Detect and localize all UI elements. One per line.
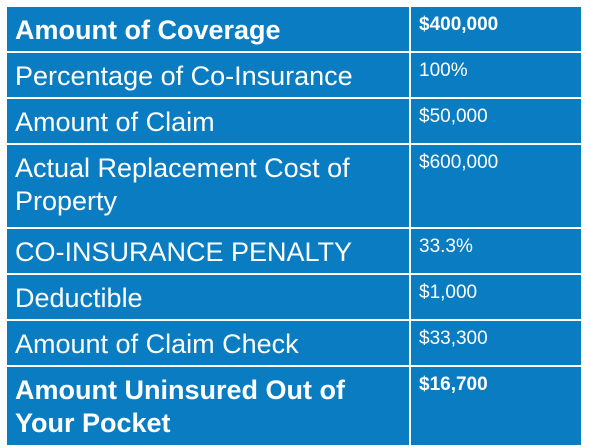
row-value: $33,300 <box>411 321 581 365</box>
table-row-percentage-co-insurance: Percentage of Co-Insurance 100% <box>7 53 581 97</box>
row-value: $1,000 <box>411 275 581 319</box>
coverage-table: Amount of Coverage $400,000 Percentage o… <box>5 5 583 447</box>
table-row-co-insurance-penalty: CO-INSURANCE PENALTY 33.3% <box>7 229 581 273</box>
row-label: CO-INSURANCE PENALTY <box>7 229 409 273</box>
table-row-amount-uninsured: Amount Uninsured Out of Your Pocket $16,… <box>7 367 581 445</box>
row-value: $400,000 <box>411 7 581 51</box>
table-row-replacement-cost: Actual Replacement Cost of Property $600… <box>7 145 581 227</box>
coverage-table-container: Amount of Coverage $400,000 Percentage o… <box>5 5 583 445</box>
row-label: Percentage of Co-Insurance <box>7 53 409 97</box>
row-label: Actual Replacement Cost of Property <box>7 145 409 227</box>
row-label: Amount of Claim <box>7 99 409 143</box>
row-value: 33.3% <box>411 229 581 273</box>
row-label: Deductible <box>7 275 409 319</box>
table-row-claim-check: Amount of Claim Check $33,300 <box>7 321 581 365</box>
row-value: $50,000 <box>411 99 581 143</box>
table-row-amount-of-claim: Amount of Claim $50,000 <box>7 99 581 143</box>
row-value: $600,000 <box>411 145 581 227</box>
table-row-deductible: Deductible $1,000 <box>7 275 581 319</box>
table-row-amount-of-coverage: Amount of Coverage $400,000 <box>7 7 581 51</box>
row-label: Amount of Claim Check <box>7 321 409 365</box>
row-label: Amount Uninsured Out of Your Pocket <box>7 367 409 445</box>
row-value: 100% <box>411 53 581 97</box>
row-value: $16,700 <box>411 367 581 445</box>
row-label: Amount of Coverage <box>7 7 409 51</box>
